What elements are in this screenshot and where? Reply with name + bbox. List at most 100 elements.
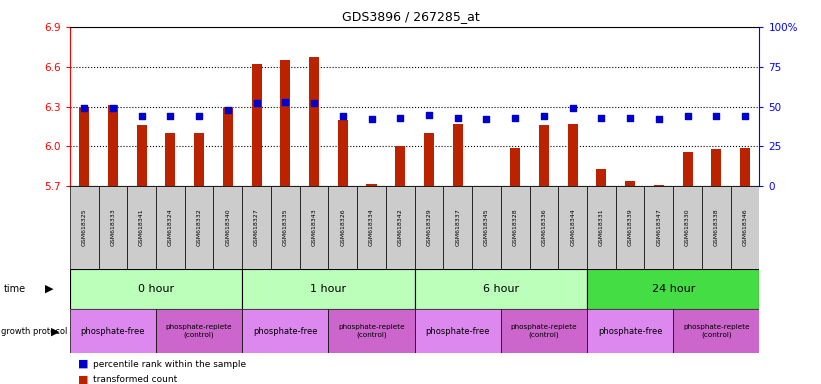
Text: 6 hour: 6 hour <box>483 284 519 294</box>
Point <box>624 115 637 121</box>
Text: GSM618324: GSM618324 <box>167 209 173 247</box>
Text: phosphate-free: phosphate-free <box>253 327 318 336</box>
Bar <box>424 133 434 186</box>
Bar <box>309 58 319 186</box>
Bar <box>156 186 185 269</box>
Bar <box>108 105 118 186</box>
Bar <box>328 309 415 353</box>
Bar <box>452 124 463 186</box>
Text: GSM618337: GSM618337 <box>455 209 461 247</box>
Bar <box>682 152 693 186</box>
Text: GSM618327: GSM618327 <box>254 209 259 247</box>
Point <box>739 113 752 119</box>
Text: 1 hour: 1 hour <box>310 284 346 294</box>
Bar <box>567 124 578 186</box>
Point <box>192 113 205 119</box>
Text: ■: ■ <box>78 359 89 369</box>
Text: GSM618339: GSM618339 <box>627 209 633 247</box>
Text: time: time <box>4 284 26 294</box>
Text: GSM618338: GSM618338 <box>713 209 719 246</box>
Text: phosphate-free: phosphate-free <box>598 327 663 336</box>
Bar <box>415 186 443 269</box>
Text: GSM618336: GSM618336 <box>541 209 547 246</box>
Text: GSM618328: GSM618328 <box>512 209 518 246</box>
Point <box>135 113 149 119</box>
Bar <box>337 120 348 186</box>
Point <box>452 115 465 121</box>
Bar <box>280 60 291 186</box>
Point <box>681 113 695 119</box>
Point <box>509 115 522 121</box>
Text: GSM618345: GSM618345 <box>484 209 489 246</box>
Bar <box>366 184 377 186</box>
Text: transformed count: transformed count <box>93 375 177 384</box>
Bar <box>501 309 587 353</box>
Point <box>566 105 580 111</box>
Bar <box>300 186 328 269</box>
Text: GSM618335: GSM618335 <box>282 209 288 246</box>
Bar <box>740 148 750 186</box>
Text: phosphate-replete
(control): phosphate-replete (control) <box>683 324 750 338</box>
Bar <box>673 309 759 353</box>
Text: phosphate-free: phosphate-free <box>80 327 145 336</box>
Bar <box>328 186 357 269</box>
Text: GSM618341: GSM618341 <box>139 209 144 246</box>
Text: ▶: ▶ <box>51 326 59 336</box>
Bar <box>501 186 530 269</box>
Text: GSM618334: GSM618334 <box>369 209 374 247</box>
Bar <box>242 269 415 309</box>
Bar <box>731 186 759 269</box>
Bar <box>587 269 759 309</box>
Text: GSM618332: GSM618332 <box>196 209 202 247</box>
Point <box>222 107 235 113</box>
Bar <box>222 108 233 186</box>
Text: 0 hour: 0 hour <box>138 284 174 294</box>
Point <box>394 115 407 121</box>
Bar <box>558 186 587 269</box>
Point <box>710 113 723 119</box>
Bar <box>70 269 242 309</box>
Bar <box>530 186 558 269</box>
Text: growth protocol: growth protocol <box>1 327 67 336</box>
Point <box>308 100 321 106</box>
Text: GSM618326: GSM618326 <box>340 209 346 246</box>
Bar <box>654 185 664 186</box>
Point <box>480 116 493 122</box>
Text: GSM618346: GSM618346 <box>742 209 748 246</box>
Bar <box>242 186 271 269</box>
Point <box>653 116 666 122</box>
Bar <box>539 125 549 186</box>
Bar <box>616 186 644 269</box>
Bar <box>136 125 147 186</box>
Point <box>595 115 608 121</box>
Text: GSM618333: GSM618333 <box>110 209 116 247</box>
Bar <box>70 309 156 353</box>
Text: GSM618344: GSM618344 <box>570 209 576 247</box>
Bar <box>386 186 415 269</box>
Point <box>279 99 292 105</box>
Point <box>78 105 91 111</box>
Bar <box>271 186 300 269</box>
Bar <box>213 186 242 269</box>
Bar <box>673 186 702 269</box>
Point <box>423 111 436 118</box>
Bar <box>357 186 386 269</box>
Bar <box>185 186 213 269</box>
Text: phosphate-free: phosphate-free <box>425 327 490 336</box>
Text: ▶: ▶ <box>45 284 53 294</box>
Text: GSM618342: GSM618342 <box>397 209 403 247</box>
Bar <box>443 186 472 269</box>
Bar <box>587 309 673 353</box>
Point <box>107 105 120 111</box>
Text: GSM618340: GSM618340 <box>225 209 231 246</box>
Point <box>365 116 378 122</box>
Bar <box>415 309 501 353</box>
Text: phosphate-replete
(control): phosphate-replete (control) <box>338 324 405 338</box>
Bar <box>415 269 587 309</box>
Bar <box>510 148 521 186</box>
Bar <box>395 146 406 186</box>
Bar <box>242 309 328 353</box>
Point <box>538 113 551 119</box>
Text: ■: ■ <box>78 374 89 384</box>
Text: phosphate-replete
(control): phosphate-replete (control) <box>511 324 577 338</box>
